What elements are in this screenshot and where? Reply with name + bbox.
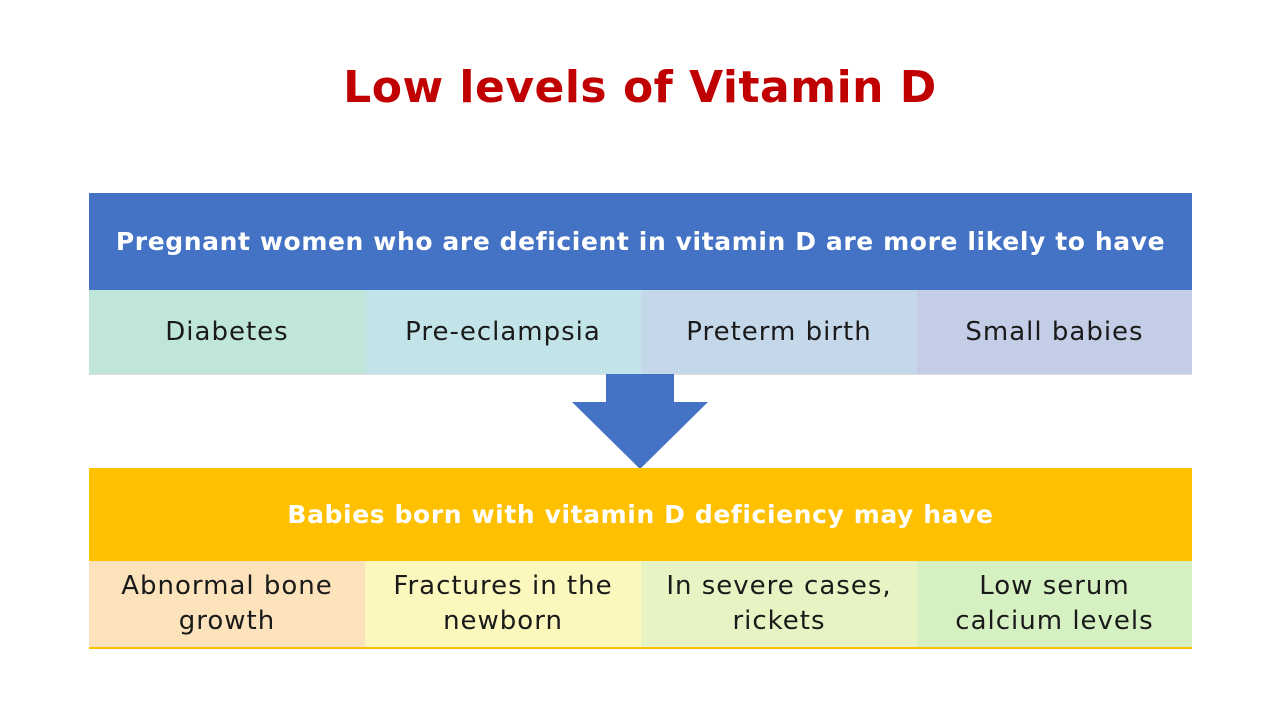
pregnancy-risks-row: Diabetes Pre-eclampsia Preterm birth Sma… — [89, 290, 1192, 375]
down-arrow-icon — [572, 374, 708, 469]
effect-item-low-calcium: Low serum calcium levels — [917, 561, 1192, 647]
page-title: Low levels of Vitamin D — [343, 62, 937, 113]
risk-item-small-babies: Small babies — [917, 290, 1192, 374]
effect-item-rickets: In severe cases, rickets — [641, 561, 917, 647]
pregnant-women-header: Pregnant women who are deficient in vita… — [89, 193, 1192, 290]
effect-item-fractures: Fractures in the newborn — [365, 561, 641, 647]
baby-effects-row: Abnormal bone growth Fractures in the ne… — [89, 561, 1192, 649]
risk-item-preterm-birth: Preterm birth — [641, 290, 917, 374]
babies-header: Babies born with vitamin D deficiency ma… — [89, 468, 1192, 561]
effect-item-abnormal-bone-growth: Abnormal bone growth — [89, 561, 365, 647]
risk-item-pre-eclampsia: Pre-eclampsia — [365, 290, 641, 374]
risk-item-diabetes: Diabetes — [89, 290, 365, 374]
